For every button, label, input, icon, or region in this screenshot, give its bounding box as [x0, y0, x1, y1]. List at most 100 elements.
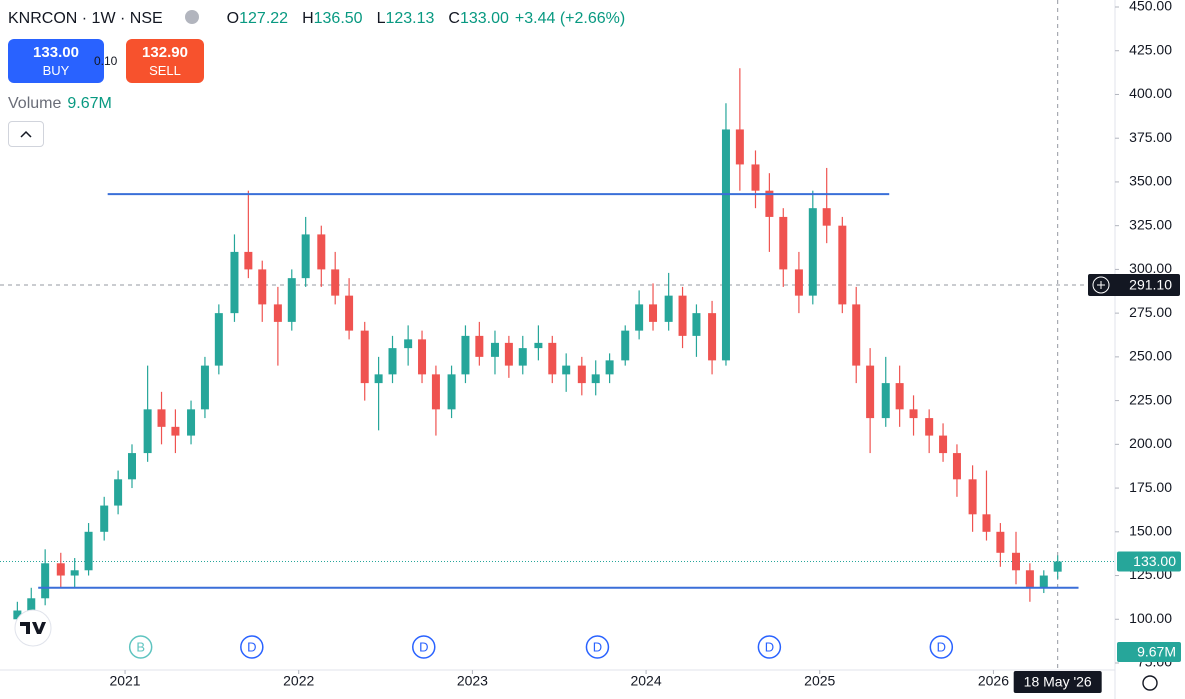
- change: +3.44 (+2.66%): [514, 10, 626, 27]
- y-tick-label: 175.00: [1129, 479, 1172, 495]
- event-label: D: [419, 639, 428, 654]
- collapse-button[interactable]: [8, 121, 44, 147]
- candle-body: [461, 335, 470, 375]
- quote-item: C133.00: [448, 10, 515, 27]
- last-price-badge: [1117, 551, 1181, 572]
- candle-body: [968, 479, 977, 515]
- candle-body: [374, 374, 383, 384]
- candle-body: [852, 304, 861, 366]
- candle-body: [939, 435, 948, 454]
- y-tick-label: 375.00: [1129, 129, 1172, 145]
- x-tick-label: 2026: [978, 673, 1009, 689]
- candle-body: [273, 304, 282, 322]
- candle-body: [909, 409, 918, 419]
- quote-value: 136.50: [313, 10, 363, 27]
- candle-body: [794, 269, 803, 296]
- event-marker: [757, 635, 782, 659]
- candle-body: [404, 339, 413, 349]
- sell-label: SELL: [149, 63, 181, 78]
- event-marker: [929, 635, 954, 659]
- candle-body: [605, 360, 614, 375]
- y-tick-label: 450.00: [1129, 0, 1172, 14]
- candle-body: [287, 278, 296, 322]
- spread: 0.10: [94, 54, 118, 68]
- candle-body: [171, 426, 180, 436]
- candle-body: [187, 409, 196, 436]
- candle-body: [822, 208, 831, 226]
- x-tick-label: 2021: [109, 673, 140, 689]
- date-badge-label: 18 May '26: [1024, 674, 1092, 690]
- candle-body: [13, 610, 22, 620]
- candle-body: [157, 409, 166, 427]
- event-label: D: [247, 639, 256, 654]
- candle-body: [143, 409, 152, 454]
- y-tick-label: 200.00: [1129, 435, 1172, 451]
- candle-body: [490, 342, 499, 357]
- candle-body: [925, 418, 934, 436]
- candle-body: [431, 374, 440, 410]
- candle-body: [200, 365, 209, 410]
- candle-body: [27, 598, 36, 611]
- candle-body: [635, 304, 644, 331]
- buy-button[interactable]: 133.00 BUY: [8, 39, 104, 83]
- volume-value: 9.67M: [67, 95, 112, 112]
- candle-body: [765, 190, 774, 217]
- quote-item: L123.13: [377, 10, 441, 27]
- buy-price: 133.00: [33, 44, 79, 61]
- candle-body: [664, 295, 673, 322]
- quote-value: 127.22: [239, 10, 289, 27]
- candle-body: [1012, 552, 1021, 571]
- candle-body: [41, 563, 50, 599]
- candle-body: [996, 531, 1005, 553]
- candle-body: [621, 330, 630, 361]
- candle-body: [418, 339, 427, 375]
- buy-label: BUY: [42, 63, 70, 78]
- y-tick-label: 325.00: [1129, 216, 1172, 232]
- quote-value: 123.13: [385, 10, 435, 27]
- event-label: D: [765, 639, 774, 654]
- sell-price: 132.90: [142, 44, 188, 61]
- candle-body: [331, 269, 340, 296]
- candle-body: [127, 453, 136, 480]
- x-tick-label: 2023: [457, 673, 488, 689]
- candle-body: [475, 335, 484, 357]
- event-marker: [412, 635, 436, 659]
- quote-key: H: [302, 10, 314, 27]
- candle-body: [751, 164, 760, 191]
- candle-body: [779, 216, 788, 270]
- event-label: D: [593, 639, 602, 654]
- last-price-badge-label: 133.00: [1133, 553, 1176, 569]
- candle-body: [504, 342, 513, 366]
- candle-body: [114, 479, 123, 506]
- status-dot: [184, 10, 199, 24]
- volume-legend: Volume 9.67M: [8, 95, 112, 113]
- crosshair-price-label: 291.10: [1129, 277, 1172, 293]
- x-tick-label: 2024: [630, 673, 661, 689]
- candle-body: [518, 348, 527, 366]
- candle-body: [562, 365, 571, 375]
- y-tick-label: 100.00: [1129, 610, 1172, 626]
- sell-button[interactable]: 132.90 SELL: [126, 39, 204, 83]
- candle-body: [692, 313, 701, 336]
- x-tick-label: 2022: [283, 673, 314, 689]
- event-marker: [585, 635, 610, 659]
- candle-body: [577, 365, 586, 384]
- candle-body: [244, 251, 253, 270]
- quote-item: H136.50: [302, 10, 369, 27]
- y-tick-label: 350.00: [1129, 173, 1172, 189]
- legend-header: KNRCON · 1W · NSE O127.22 H136.50 L123.13 C1…: [8, 10, 631, 28]
- y-tick-label: 300.00: [1129, 260, 1172, 276]
- price-axis: [1115, 0, 1185, 699]
- candle-body: [447, 374, 456, 410]
- event-label: B: [136, 639, 145, 654]
- tv-logo: [14, 609, 52, 647]
- event-label: D: [937, 639, 946, 654]
- candle-body: [895, 383, 904, 410]
- quote-item: O127.22: [227, 10, 294, 27]
- candle-body: [649, 304, 658, 322]
- date-badge: [1013, 671, 1102, 693]
- quote: O127.22 H136.50 L123.13 C133.00: [219, 10, 515, 27]
- event-marker: [128, 635, 153, 659]
